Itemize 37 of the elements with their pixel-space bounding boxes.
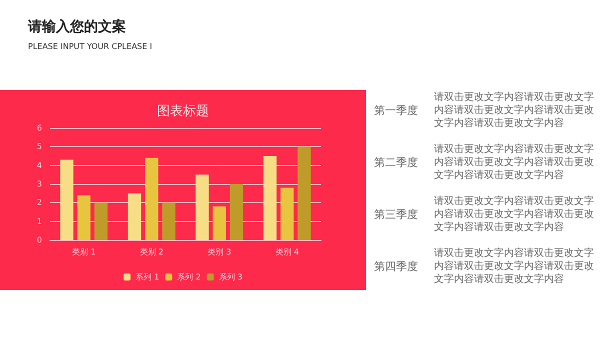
y-tick-label: 0	[36, 236, 42, 244]
legend-label: 系列 3	[218, 272, 242, 282]
chart-title: 图表标题	[157, 104, 209, 119]
y-tick-label: 6	[36, 124, 42, 132]
y-tick-label: 1	[36, 216, 42, 226]
text: 请双击更改文字内容请双击更改文字内容请双击更改文字内容请双击更改文字内容请双击更改文字内容	[434, 194, 595, 234]
bar	[212, 206, 226, 240]
text: 请双击更改文字内容请双击更改文字内容请双击更改文字内容请双击更改文字内容请双击更改文字内容	[434, 246, 595, 286]
text: PLEASE INPUT YOUR CPLEASE I	[28, 42, 152, 51]
bar	[162, 202, 176, 240]
x-tick-label: 类别 4	[275, 248, 299, 256]
bar	[263, 156, 277, 240]
y-tick-label: 3	[36, 180, 42, 188]
text: 第四季度	[374, 258, 419, 274]
bar	[94, 202, 108, 240]
text: 请输入您的文案	[28, 18, 127, 36]
x-tick-label: 类别 3	[208, 248, 232, 256]
bar	[60, 160, 74, 240]
bar	[280, 188, 294, 240]
text: 第三季度	[374, 206, 419, 222]
bar	[230, 184, 244, 240]
y-tick-label: 4	[36, 160, 42, 170]
text: 第二季度	[374, 154, 419, 170]
text: 请双击更改文字内容请双击更改文字内容请双击更改文字内容请双击更改文字内容请双击更改文字内容	[434, 142, 595, 182]
bar	[128, 193, 142, 240]
legend-label: 系列 1	[136, 272, 160, 282]
bar	[298, 146, 311, 240]
bar	[145, 158, 158, 240]
y-tick-label: 5	[36, 142, 42, 152]
bar	[196, 174, 209, 240]
text: 请双击更改文字内容请双击更改文字内容请双击更改文字内容请双击更改文字内容请双击更改文字内容	[434, 90, 595, 130]
y-tick-label: 2	[36, 198, 42, 208]
x-tick-label: 类别 2	[140, 248, 164, 256]
text: 第一季度	[374, 102, 419, 118]
legend-label: 系列 2	[177, 272, 201, 282]
bar	[77, 195, 90, 240]
x-tick-label: 类别 1	[72, 248, 96, 256]
